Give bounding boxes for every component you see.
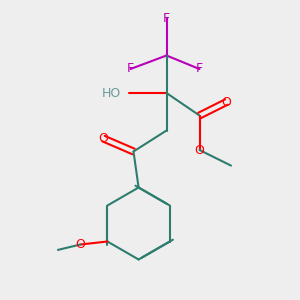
Text: O: O bbox=[195, 143, 204, 157]
Text: F: F bbox=[127, 62, 134, 76]
Text: O: O bbox=[76, 238, 85, 251]
Text: O: O bbox=[99, 132, 108, 145]
Text: F: F bbox=[163, 11, 170, 25]
Text: HO: HO bbox=[102, 86, 122, 100]
Text: F: F bbox=[196, 62, 203, 76]
Text: O: O bbox=[222, 95, 231, 109]
